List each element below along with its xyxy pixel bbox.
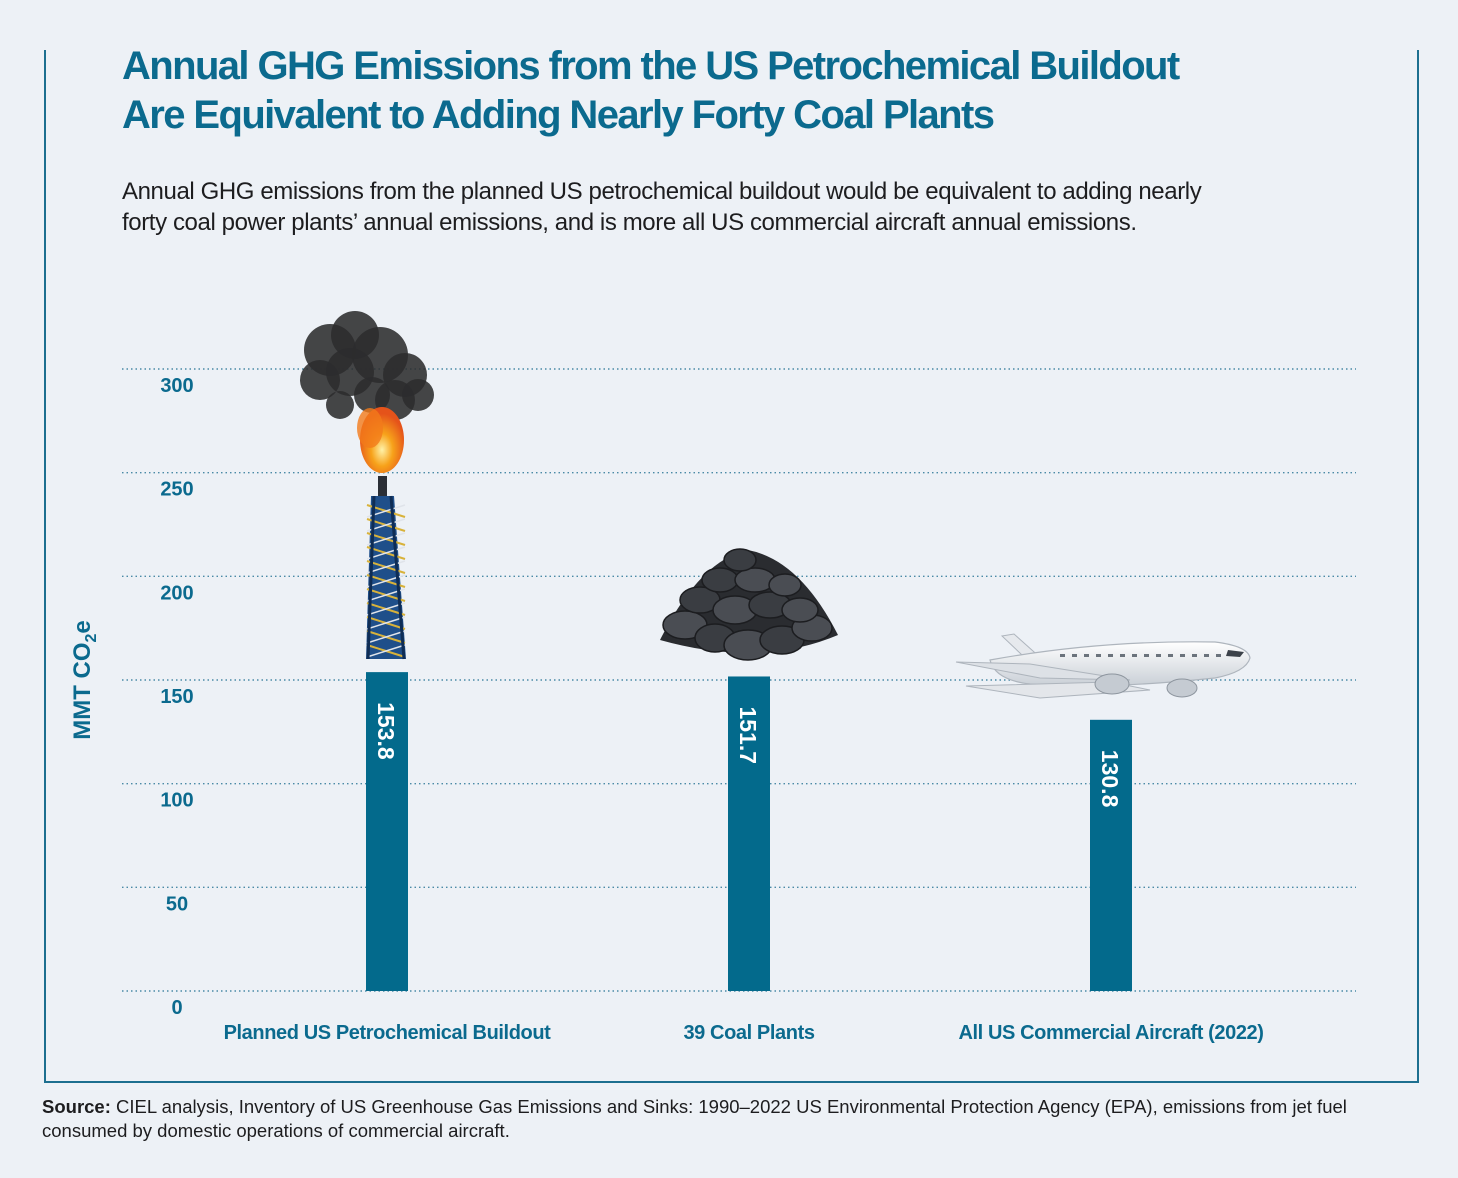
bar: [728, 676, 770, 991]
bar-value-label: 151.7: [735, 706, 761, 764]
gas-flare-tower-icon: [300, 311, 434, 660]
x-category-label: Planned US Petrochemical Buildout: [224, 1022, 552, 1044]
y-tick-label: 250: [160, 479, 193, 501]
subtitle-line-2: forty coal power plants’ annual emission…: [122, 209, 1137, 236]
source-text: CIEL analysis, Inventory of US Greenhous…: [42, 1096, 1347, 1141]
y-tick-label: 200: [160, 582, 193, 604]
title-line-2: Are Equivalent to Adding Nearly Forty Co…: [122, 93, 995, 137]
y-tick-label: 50: [166, 893, 188, 915]
source-label: Source:: [42, 1096, 111, 1117]
y-tick-label: 100: [160, 790, 193, 812]
x-category-label: All US Commercial Aircraft (2022): [958, 1022, 1263, 1044]
airplane-icon: [955, 633, 1251, 699]
source-note: Source: CIEL analysis, Inventory of US G…: [42, 1095, 1422, 1143]
y-tick-label: 150: [160, 686, 193, 708]
bar-value-label: 130.8: [1097, 750, 1123, 808]
title-line-1: Annual GHG Emissions from the US Petroch…: [122, 44, 1180, 88]
bar-value-label: 153.8: [373, 702, 399, 760]
y-tick-label: 0: [171, 997, 182, 1019]
chart-frame: [44, 50, 1419, 1083]
x-category-label: 39 Coal Plants: [683, 1022, 814, 1044]
bar: [366, 672, 408, 991]
y-tick-label: 300: [160, 375, 193, 397]
coal-pile-icon: [660, 548, 838, 661]
subtitle-line-1: Annual GHG emissions from the planned US…: [122, 178, 1202, 205]
chart-title: Annual GHG Emissions from the US Petroch…: [122, 42, 1322, 140]
bar: [1090, 719, 1132, 991]
chart-subtitle: Annual GHG emissions from the planned US…: [122, 176, 1392, 238]
bar-chart: 0 50 100 150 200 250 300 153.8 151.7 130.8 Plann…: [69, 311, 1356, 1044]
y-axis-label: MMT CO2e: [69, 620, 100, 740]
